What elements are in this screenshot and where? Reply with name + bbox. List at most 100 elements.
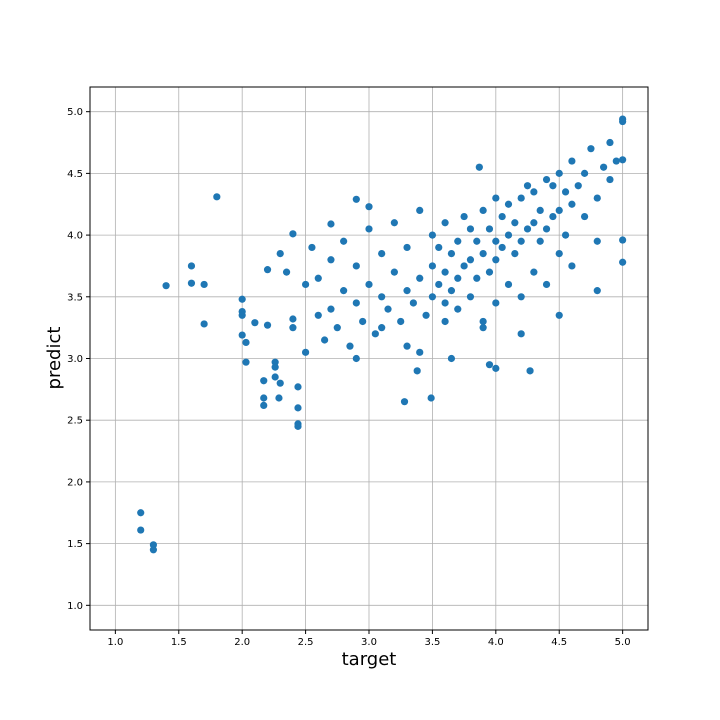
point xyxy=(384,305,392,313)
point xyxy=(485,225,494,233)
point xyxy=(441,219,449,227)
point xyxy=(536,206,544,215)
point xyxy=(378,293,386,301)
point xyxy=(441,299,449,307)
point xyxy=(294,383,302,391)
point xyxy=(238,311,246,319)
x-tick-label: 4.0 xyxy=(488,637,504,648)
point xyxy=(568,157,576,165)
point xyxy=(340,237,348,245)
point xyxy=(365,225,373,233)
point xyxy=(213,193,221,201)
y-tick-label: 4.5 xyxy=(67,169,83,180)
point xyxy=(294,422,302,430)
point xyxy=(275,394,283,402)
point xyxy=(149,546,158,554)
y-tick-label: 1.5 xyxy=(67,539,83,550)
point xyxy=(492,237,500,245)
point xyxy=(242,358,250,366)
point xyxy=(327,220,335,228)
point xyxy=(321,336,329,344)
point xyxy=(542,280,551,289)
point xyxy=(340,287,348,295)
point xyxy=(403,342,411,350)
point xyxy=(492,299,500,307)
y-tick-label: 1.0 xyxy=(67,601,83,612)
point xyxy=(542,225,551,233)
point xyxy=(555,206,563,215)
point xyxy=(479,206,487,215)
point xyxy=(352,299,360,307)
point xyxy=(200,320,208,328)
point xyxy=(251,319,259,327)
point xyxy=(378,324,386,332)
point xyxy=(137,526,145,534)
y-tick-label: 2.5 xyxy=(67,416,83,427)
point xyxy=(454,237,462,245)
point xyxy=(327,256,335,264)
point xyxy=(263,266,272,274)
point xyxy=(593,194,601,202)
point xyxy=(422,311,430,319)
point xyxy=(466,293,475,301)
x-tick-label: 2.0 xyxy=(234,637,250,648)
point xyxy=(238,295,246,303)
point xyxy=(149,541,158,549)
point xyxy=(580,169,589,177)
point xyxy=(473,237,481,245)
point xyxy=(271,373,279,381)
point xyxy=(427,394,435,402)
point xyxy=(485,268,494,276)
point xyxy=(498,212,506,221)
point xyxy=(568,200,576,208)
point xyxy=(475,163,483,171)
point xyxy=(346,342,354,350)
point xyxy=(352,354,360,363)
y-tick-label: 2.0 xyxy=(67,477,83,488)
point xyxy=(260,377,268,385)
point xyxy=(517,293,525,301)
point xyxy=(504,280,513,289)
point xyxy=(282,268,291,276)
point xyxy=(530,188,538,196)
point xyxy=(428,293,437,301)
point xyxy=(517,237,525,245)
point xyxy=(435,243,443,252)
point xyxy=(447,354,456,363)
point xyxy=(314,311,322,319)
point xyxy=(612,157,620,165)
point xyxy=(416,274,424,282)
point xyxy=(308,243,316,252)
point xyxy=(276,250,284,258)
point xyxy=(276,379,284,387)
point xyxy=(413,367,421,375)
y-tick-label: 3.0 xyxy=(67,354,83,365)
point xyxy=(400,398,409,406)
point xyxy=(390,268,398,276)
point xyxy=(260,394,268,402)
point xyxy=(523,182,532,190)
point xyxy=(574,182,582,190)
point xyxy=(498,243,506,252)
point xyxy=(428,231,437,239)
point xyxy=(504,231,513,239)
point xyxy=(561,188,570,196)
point xyxy=(352,262,360,270)
x-tick-label: 2.5 xyxy=(298,637,314,648)
point xyxy=(416,206,424,215)
point xyxy=(441,317,449,326)
point xyxy=(492,364,500,372)
point xyxy=(517,194,525,202)
point xyxy=(555,311,563,319)
point xyxy=(271,363,279,371)
point xyxy=(619,117,627,126)
point xyxy=(162,282,170,290)
point xyxy=(397,317,405,326)
point xyxy=(600,163,608,171)
point xyxy=(479,250,487,258)
point xyxy=(479,317,487,326)
point xyxy=(526,367,534,375)
point xyxy=(409,299,417,307)
point xyxy=(561,231,570,239)
